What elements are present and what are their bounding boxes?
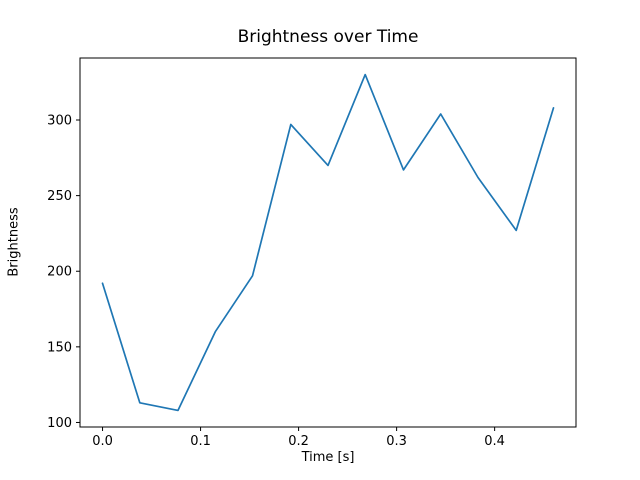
y-tick-label: 100 xyxy=(47,416,72,431)
chart-title: Brightness over Time xyxy=(237,27,419,47)
x-tick-label: 0.2 xyxy=(288,434,309,449)
y-tick-label: 250 xyxy=(47,189,72,204)
x-tick-label: 0.0 xyxy=(92,434,113,449)
brightness-line-series xyxy=(101,73,555,412)
y-tick-label: 150 xyxy=(47,340,72,355)
x-tick-label: 0.3 xyxy=(386,434,407,449)
axes-frame xyxy=(79,57,577,428)
x-tick-label: 0.4 xyxy=(484,434,505,449)
x-axis-label: Time [s] xyxy=(301,450,355,465)
x-tick-label: 0.1 xyxy=(190,434,211,449)
y-tick-label: 300 xyxy=(47,114,72,129)
y-tick-label: 200 xyxy=(47,265,72,280)
